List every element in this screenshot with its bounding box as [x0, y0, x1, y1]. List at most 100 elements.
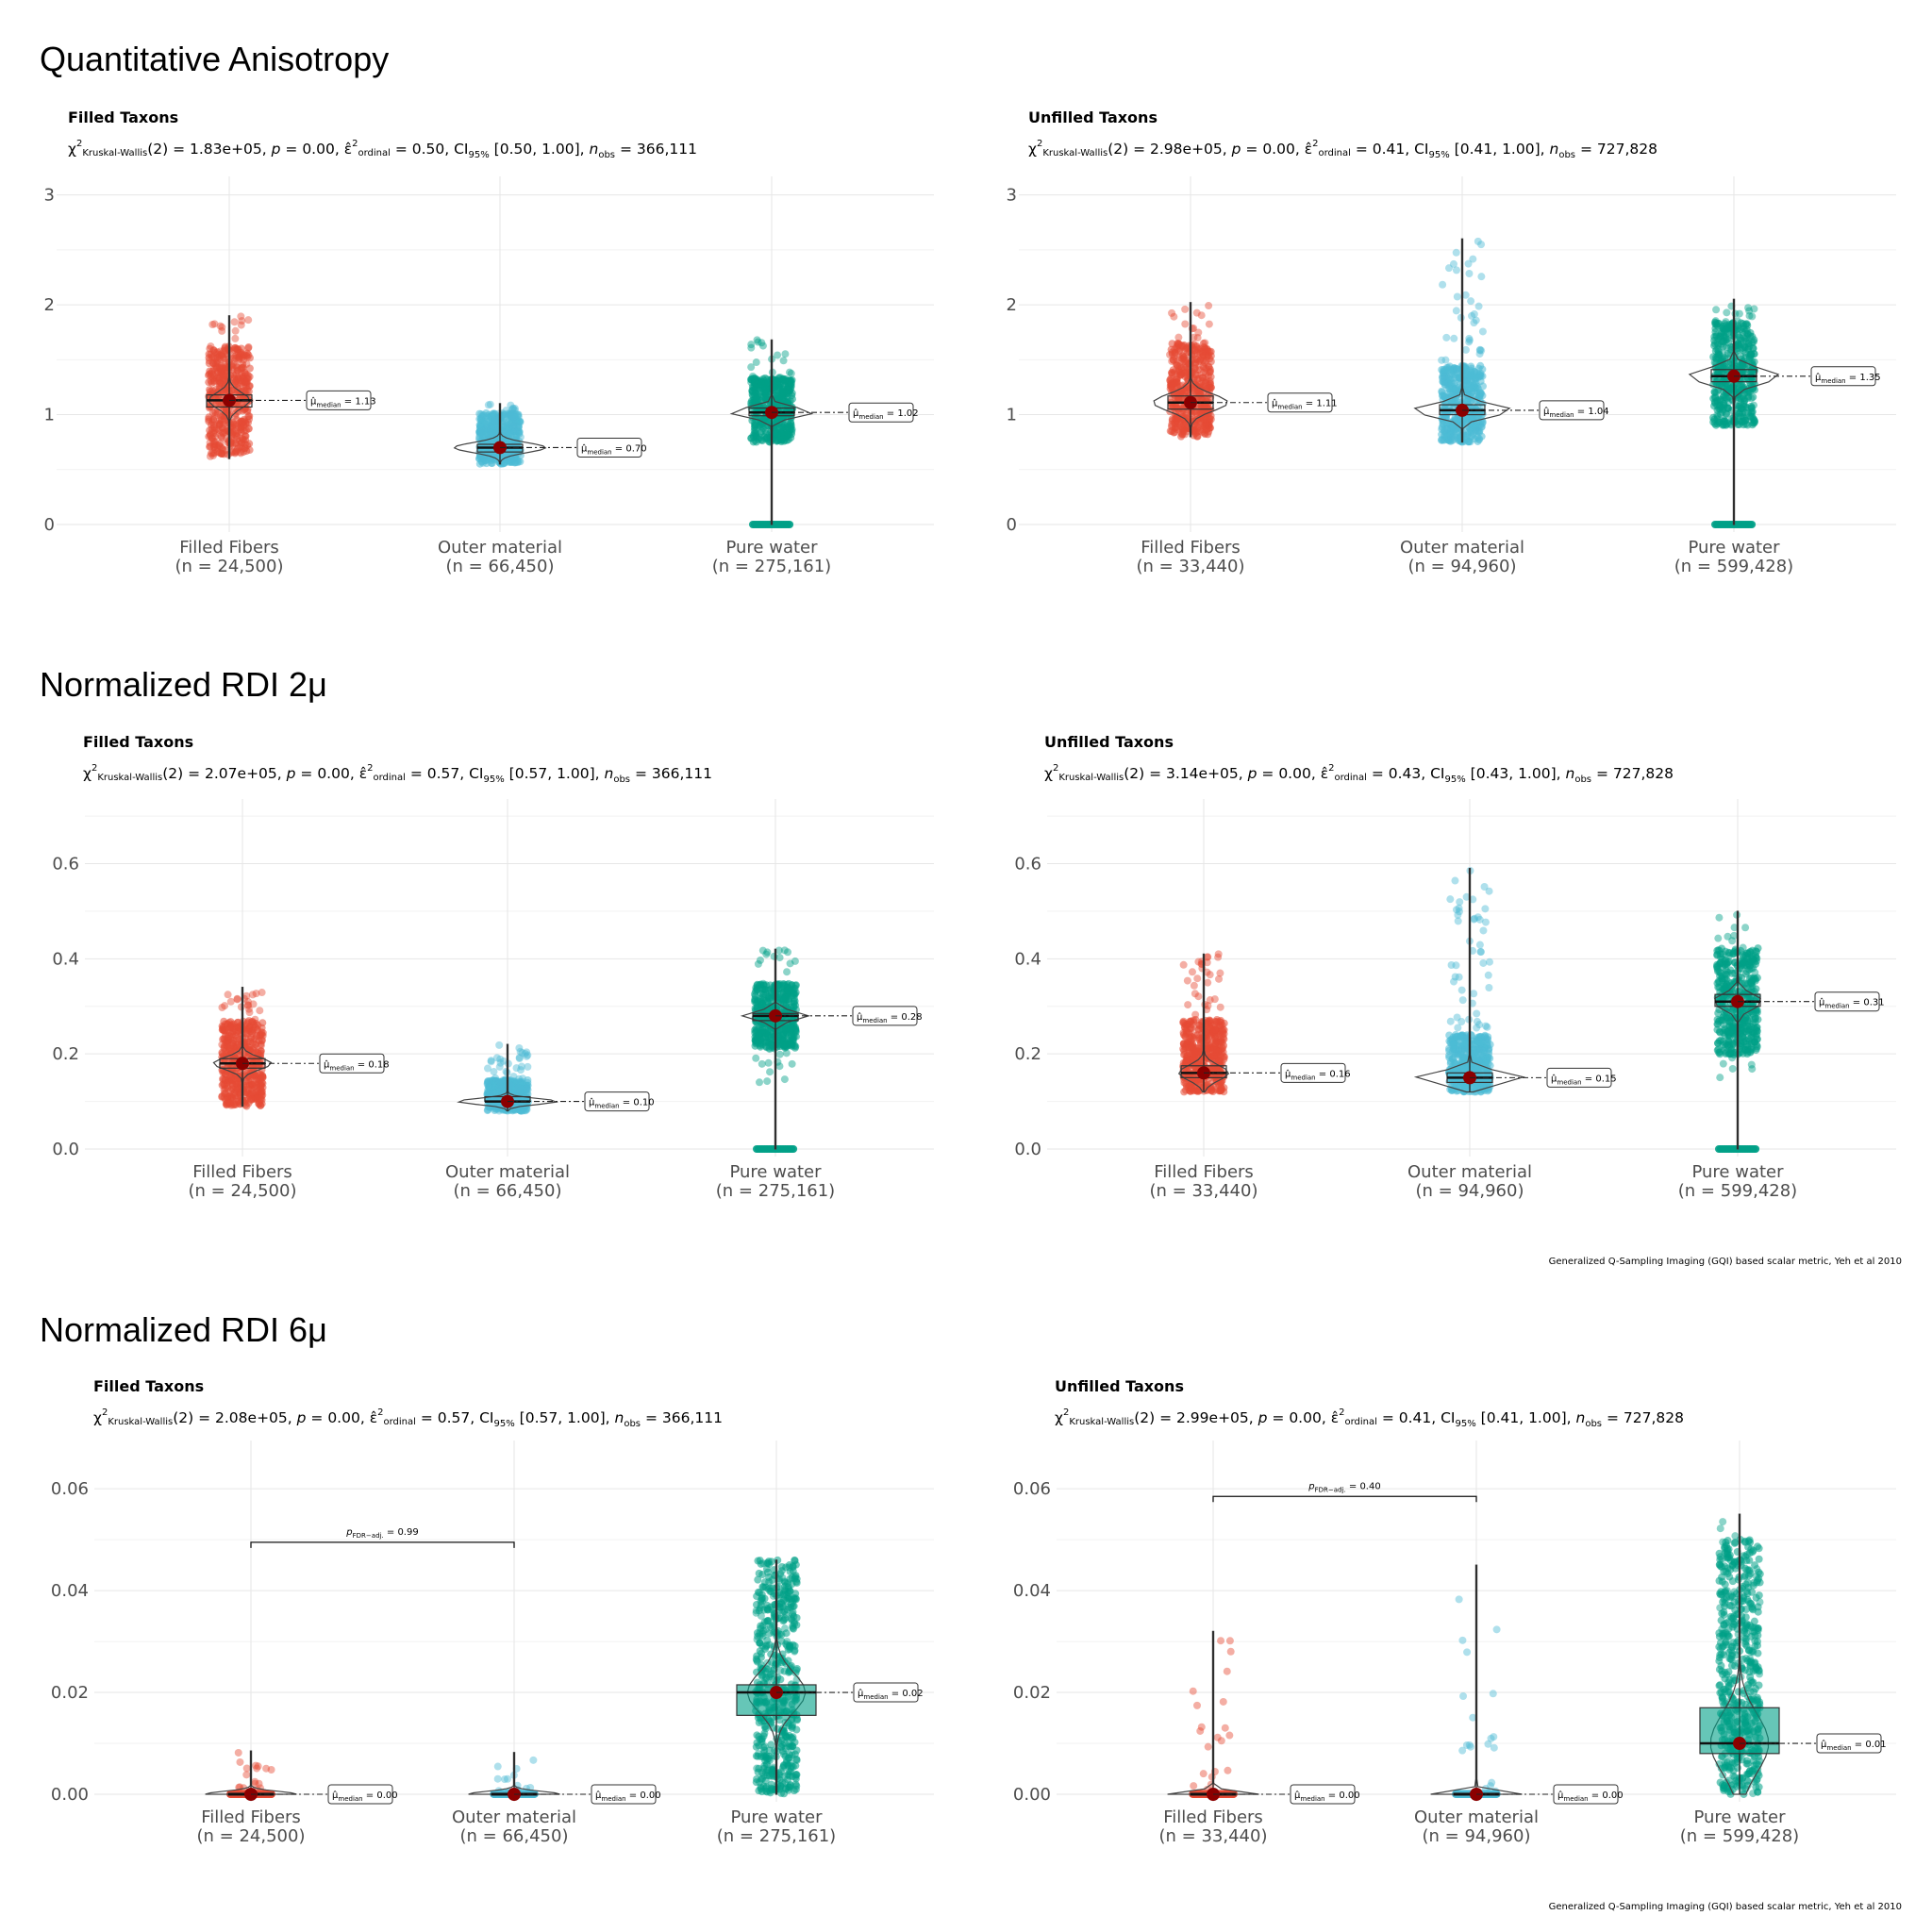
- jitter-point: [1201, 348, 1209, 357]
- median-label: μ̂median = 0.10: [584, 1091, 655, 1112]
- jitter-point-outlier: [1170, 352, 1178, 360]
- jitter-point-outlier: [1467, 297, 1475, 306]
- jitter-point-outlier: [230, 374, 239, 382]
- jitter-point: [1205, 363, 1213, 372]
- jitter-point-outlier: [237, 321, 245, 329]
- jitter-point-outlier: [780, 995, 789, 1004]
- category-n-label: (n = 66,450): [446, 557, 555, 576]
- jitter-point-outlier: [1747, 394, 1756, 403]
- jitter-point: [211, 408, 220, 416]
- jitter-point-outlier: [758, 1027, 767, 1036]
- category-label: Outer material: [438, 538, 562, 558]
- median-label: μ̂median = 1.13: [306, 390, 376, 410]
- jitter-point-outlier: [519, 1074, 527, 1083]
- jitter-point: [790, 997, 798, 1006]
- jitter-point-outlier: [747, 363, 756, 372]
- y-tick-label: 1: [1007, 406, 1017, 425]
- group-pure-water: μ̂median = 0.28: [740, 946, 923, 1153]
- jitter-point-outlier: [1719, 349, 1727, 358]
- jitter-point: [1191, 345, 1199, 354]
- jitter-point-outlier: [1452, 248, 1460, 257]
- category-label: Pure water: [729, 1162, 822, 1182]
- jitter-point-outlier: [511, 458, 520, 467]
- jitter-point-outlier: [791, 1023, 799, 1031]
- jitter-point: [1738, 417, 1746, 425]
- jitter-point-outlier: [240, 422, 248, 430]
- jitter-point-outlier: [1474, 302, 1483, 310]
- median-label: μ̂median = 0.18: [319, 1053, 390, 1074]
- jitter-point-outlier: [1740, 397, 1749, 406]
- jitter-point-outlier: [486, 1104, 494, 1112]
- jitter-point-outlier: [231, 334, 240, 342]
- jitter-point-outlier: [775, 1062, 784, 1071]
- jitter-point-outlier: [216, 322, 225, 330]
- jitter-point-outlier: [502, 1067, 510, 1075]
- jitter-point-outlier: [1450, 334, 1458, 342]
- median-label: μ̂median = 1.04: [1539, 400, 1609, 421]
- jitter-point: [205, 371, 213, 379]
- jitter-point: [229, 371, 238, 379]
- jitter-point: [234, 345, 242, 354]
- jitter-point-outlier: [1170, 312, 1178, 321]
- jitter-point: [219, 445, 227, 454]
- jitter-point-outlier: [1470, 319, 1478, 327]
- jitter-point-outlier: [1722, 334, 1730, 342]
- jitter-point-outlier: [236, 448, 244, 457]
- jitter-point: [214, 376, 223, 385]
- jitter-point-outlier: [756, 1036, 764, 1044]
- jitter-point: [1206, 355, 1214, 363]
- y-tick-label: 0: [44, 515, 55, 535]
- jitter-point-outlier: [1477, 241, 1486, 249]
- jitter-point-outlier: [216, 373, 225, 381]
- jitter-point-outlier: [218, 323, 226, 331]
- jitter-point-outlier: [765, 1044, 774, 1053]
- jitter-point-outlier: [495, 1062, 504, 1071]
- jitter-point-outlier: [516, 433, 525, 441]
- jitter-point-outlier: [1453, 365, 1461, 374]
- category-label: Outer material: [445, 1162, 570, 1182]
- category-label: Pure water: [725, 538, 818, 558]
- jitter-point-outlier: [495, 1041, 504, 1049]
- jitter-point-outlier: [1723, 308, 1731, 317]
- jitter-point-outlier: [222, 372, 230, 380]
- jitter-point-outlier: [1477, 423, 1486, 431]
- panel-title: Filled Taxons: [83, 733, 193, 751]
- jitter-point-outlier: [1198, 425, 1207, 434]
- jitter-point: [241, 370, 249, 378]
- panel-subtitle: χ2Kruskal-Wallis(2) = 3.14e+05, p = 0.00…: [1044, 763, 1674, 785]
- category-n-label: (n = 275,161): [712, 557, 831, 576]
- jitter-point-outlier: [244, 316, 253, 325]
- jitter-point-outlier: [1465, 334, 1474, 342]
- jitter-point-outlier: [477, 410, 486, 419]
- jitter-point-outlier: [1712, 306, 1721, 314]
- y-tick-label: 0.6: [1014, 855, 1041, 874]
- jitter-point-outlier: [492, 1054, 501, 1062]
- jitter-point-outlier: [1442, 333, 1451, 341]
- jitter-point-outlier: [483, 1078, 491, 1087]
- group-filled-fibers: μ̂median = 1.13: [205, 312, 376, 460]
- jitter-point-outlier: [780, 1075, 789, 1084]
- jitter-point-outlier: [747, 378, 756, 387]
- jitter-point-outlier: [1438, 374, 1446, 382]
- jitter-point-outlier: [1713, 411, 1722, 420]
- jitter-point-outlier: [509, 1073, 518, 1081]
- jitter-point-outlier: [230, 318, 239, 326]
- jitter-point-outlier: [763, 1077, 772, 1086]
- jitter-point: [1476, 371, 1485, 379]
- jitter-point-outlier: [1465, 269, 1474, 277]
- jitter-point-outlier: [257, 1083, 265, 1091]
- jitter-point-outlier: [1203, 393, 1211, 402]
- jitter-point-outlier: [483, 1064, 491, 1073]
- jitter-point-outlier: [241, 443, 249, 452]
- jitter-point-outlier: [233, 1097, 242, 1106]
- jitter-point: [242, 377, 250, 386]
- jitter-point-outlier: [782, 1049, 791, 1058]
- jitter-point: [1736, 333, 1744, 341]
- jitter-point: [1742, 325, 1751, 334]
- jitter-point-zero: [790, 1145, 798, 1153]
- jitter-point-outlier: [1750, 305, 1758, 313]
- jitter-point-outlier: [1477, 346, 1486, 355]
- y-tick-label: 0.2: [52, 1044, 79, 1064]
- jitter-point-outlier: [758, 1059, 766, 1068]
